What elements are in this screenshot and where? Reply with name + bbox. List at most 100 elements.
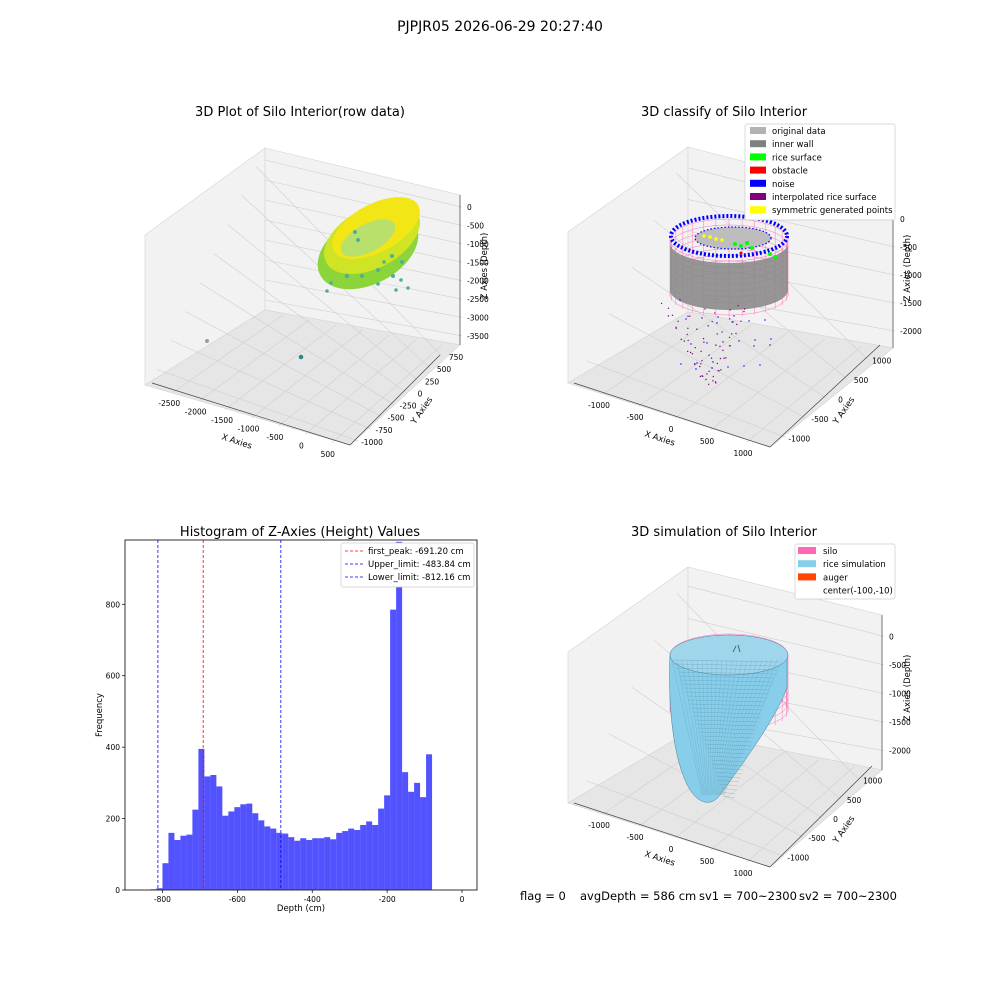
noise-point xyxy=(754,339,756,341)
y-tick-label: 0 xyxy=(838,396,843,405)
x-tick-label: -2000 xyxy=(185,408,207,417)
rice-mesh-line xyxy=(677,671,776,675)
rice-mesh-line xyxy=(672,659,780,663)
histogram-bar xyxy=(342,831,349,890)
x-tick-label: -1000 xyxy=(238,425,260,434)
x-grid-line xyxy=(278,334,390,427)
raw-scatter-point xyxy=(344,273,350,279)
z-tick-label: -1500 xyxy=(889,718,911,727)
rice-mesh-line xyxy=(683,687,770,691)
histogram-bars xyxy=(150,541,433,890)
histogram-bar xyxy=(372,825,379,890)
interpolated-point xyxy=(675,326,677,329)
raw-scatter-point xyxy=(360,274,364,278)
histogram-bar xyxy=(348,828,355,890)
x-tick-label: -2500 xyxy=(158,399,180,408)
noise-point xyxy=(769,344,771,346)
symmetric-point xyxy=(702,234,706,238)
rice-mesh-line xyxy=(678,675,775,679)
z-tick-label: -3500 xyxy=(467,332,489,341)
z-tick-label: -2500 xyxy=(467,295,489,304)
x-tick-label: -500 xyxy=(626,413,643,422)
interpolated-point xyxy=(667,307,670,310)
noise-point xyxy=(696,362,698,364)
raw-scatter-point xyxy=(329,281,333,285)
legend-label: silo xyxy=(823,547,837,557)
histogram-bar xyxy=(354,830,361,890)
legend-label: Lower_limit: -812.16 cm xyxy=(368,573,470,583)
simulation-plot-title: 3D simulation of Silo Interior xyxy=(631,525,818,540)
legend-swatch xyxy=(750,206,766,214)
original-data-region xyxy=(694,226,772,250)
interpolated-point xyxy=(701,375,703,377)
y-tick-label: -1000 xyxy=(788,434,810,443)
interpolated-point xyxy=(699,365,701,368)
histogram-bar xyxy=(306,840,313,890)
interpolated-point xyxy=(680,338,682,341)
histogram-bar xyxy=(312,838,319,890)
interpolated-point xyxy=(667,315,670,317)
noise-point xyxy=(743,365,745,367)
interpolated-point xyxy=(731,333,733,335)
z-tick-label: -2000 xyxy=(889,747,911,756)
footer-stats: flag = 0 avgDepth = 586 cm sv1 = 700~230… xyxy=(520,889,897,903)
rice-mesh-line xyxy=(720,659,768,796)
interpolated-point xyxy=(712,375,714,378)
rice-mesh-line xyxy=(713,659,733,796)
rice-mesh-line xyxy=(696,659,708,796)
x-tick-label: 1000 xyxy=(733,869,752,878)
interpolated-point xyxy=(719,345,721,348)
noise-point xyxy=(680,363,682,365)
interpolated-point xyxy=(691,353,694,355)
x-grid-line xyxy=(173,314,284,393)
rice-mesh-line xyxy=(716,659,748,796)
x-tick-label: -200 xyxy=(379,895,396,904)
z-tick-label: -500 xyxy=(467,222,484,231)
interpolated-point xyxy=(687,315,689,317)
interpolated-point xyxy=(689,315,691,317)
histogram-bar xyxy=(198,748,205,890)
rice-mesh-line xyxy=(690,707,764,711)
x-tick-label: -400 xyxy=(304,895,321,904)
rice-top-surface xyxy=(669,634,789,676)
z-grid-line xyxy=(264,299,463,337)
y-grid-line xyxy=(171,340,371,430)
rice-mesh-line xyxy=(704,743,752,747)
rice-mesh-line xyxy=(722,791,736,795)
y-tick-label: 1000 xyxy=(872,357,891,366)
y-grid-line xyxy=(213,253,407,393)
x-tick-label: -800 xyxy=(154,895,171,904)
legend-label: original data xyxy=(772,127,826,137)
legend-label: first_peak: -691.20 cm xyxy=(368,547,464,557)
x-tick-label: 500 xyxy=(700,857,715,866)
y-tick-label: -750 xyxy=(375,426,392,435)
interpolated-point xyxy=(716,333,718,335)
interpolated-point xyxy=(708,370,710,373)
y-grid-line xyxy=(586,780,785,857)
histogram-bar xyxy=(408,791,415,890)
raw-scatter-point xyxy=(394,288,398,292)
rice-mesh-line xyxy=(701,659,709,796)
interpolated-point xyxy=(686,350,689,353)
y-tick-label: -500 xyxy=(808,834,825,843)
raw-scatter-points xyxy=(205,230,410,360)
noise-point xyxy=(685,318,687,320)
rice-simulation-body xyxy=(669,654,788,803)
legend-label: Upper_limit: -483.84 cm xyxy=(368,560,471,570)
rice-mesh-line xyxy=(686,695,768,699)
x-tick-label: -500 xyxy=(266,433,283,442)
interpolated-point xyxy=(706,373,708,375)
interpolated-point xyxy=(701,360,703,362)
z-grid-line xyxy=(264,159,463,208)
y-tick-label: 250 xyxy=(425,377,440,386)
rice-mesh-line xyxy=(695,719,760,723)
histogram-bar xyxy=(246,803,253,890)
histogram-legend: first_peak: -691.20 cm Upper_limit: -483.… xyxy=(340,542,475,588)
y-grid-line xyxy=(631,266,827,399)
raw-scatter-point xyxy=(376,268,380,272)
interpolated-point xyxy=(686,333,688,336)
raw-scatter-point xyxy=(391,274,395,278)
interpolated-point xyxy=(704,308,706,310)
symmetric-point xyxy=(720,238,724,242)
histogram-bar xyxy=(366,821,373,890)
